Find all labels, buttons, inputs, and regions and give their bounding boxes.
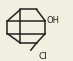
Text: OH: OH: [47, 16, 60, 25]
Text: Cl: Cl: [39, 52, 48, 61]
